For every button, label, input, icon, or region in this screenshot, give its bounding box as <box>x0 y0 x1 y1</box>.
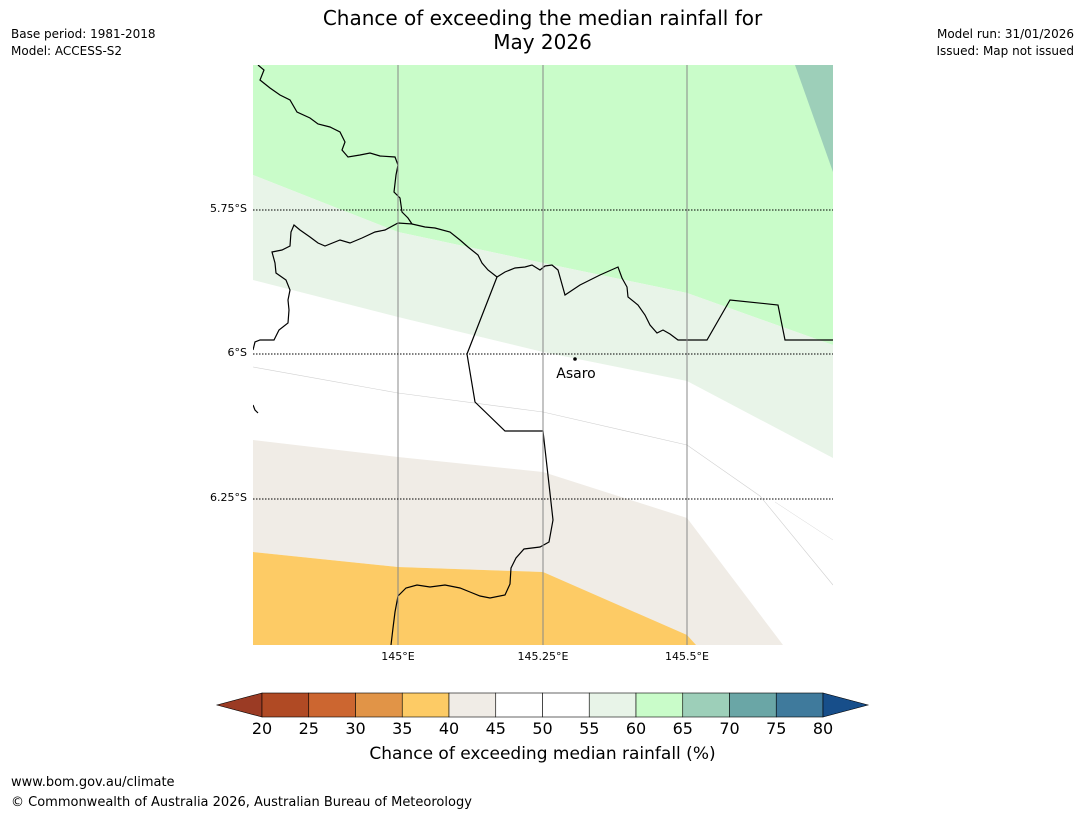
province-border <box>411 223 833 341</box>
lon-label: 145.5°E <box>665 650 709 663</box>
colorbar-segment <box>308 692 356 718</box>
colorbar-tick-label: 65 <box>672 719 693 738</box>
colorbar-segment <box>448 692 497 718</box>
colorbar-tick-label: 50 <box>532 719 553 738</box>
colorbar-segment <box>261 692 310 718</box>
colorbar-tick-label: 60 <box>625 719 647 738</box>
colorbar-segment <box>588 692 637 718</box>
colorbar-segment <box>729 692 777 718</box>
colorbar-tick-label: 35 <box>392 719 413 738</box>
model-run-text: Model run: 31/01/2026 <box>936 27 1074 41</box>
colorbar <box>215 692 870 718</box>
colorbar-label: Chance of exceeding median rainfall (%) <box>369 744 716 764</box>
colorbar-segment <box>635 692 684 718</box>
metadata-right: Model run: 31/01/2026 Issued: Map not is… <box>936 26 1074 60</box>
town-label: Asaro <box>556 366 595 382</box>
colorbar-tick-label: 20 <box>251 719 273 738</box>
coastline-fragment <box>253 404 259 414</box>
map-panel: Asaro <box>253 65 833 645</box>
lat-label: 6°S <box>227 346 247 359</box>
colorbar-segment <box>495 692 543 718</box>
model-text: Model: ACCESS-S2 <box>11 44 123 58</box>
colorbar-tick-label: 80 <box>812 719 834 738</box>
colorbar-extend-high <box>822 692 870 718</box>
colorbar-segment <box>401 692 450 718</box>
map-title-line2: May 2026 <box>493 30 592 54</box>
footer-copyright: © Commonwealth of Australia 2026, Austra… <box>11 795 472 810</box>
footer-url: www.bom.gov.au/climate <box>11 775 175 790</box>
metadata-left: Base period: 1981-2018 Model: ACCESS-S2 <box>11 26 156 60</box>
colorbar-tick-label: 40 <box>438 719 460 738</box>
colorbar-segment <box>542 692 590 718</box>
colorbar-segment <box>682 692 730 718</box>
issued-text: Issued: Map not issued <box>936 44 1074 58</box>
colorbar-extend-low <box>215 692 263 718</box>
lat-label: 6.25°S <box>210 491 247 504</box>
map-title: Chance of exceeding the median rainfall … <box>0 6 1085 54</box>
lat-label: 5.75°S <box>210 202 247 215</box>
colorbar-tick-label: 45 <box>485 719 506 738</box>
colorbar-segment <box>355 692 403 718</box>
colorbar-tick-label: 25 <box>298 719 319 738</box>
colorbar-segment <box>775 692 824 718</box>
province-border <box>253 65 414 351</box>
colorbar-tick-label: 55 <box>579 719 600 738</box>
base-period-text: Base period: 1981-2018 <box>11 27 156 41</box>
region-70-75 <box>795 65 833 172</box>
colorbar-tick-label: 30 <box>345 719 366 738</box>
region-35-40 <box>253 552 696 645</box>
town-marker <box>573 357 577 361</box>
lon-label: 145.25°E <box>517 650 569 663</box>
contour-line <box>774 501 833 541</box>
region-40-45 <box>253 440 783 645</box>
map-title-line1: Chance of exceeding the median rainfall … <box>322 6 763 30</box>
contour-line <box>253 366 833 586</box>
colorbar-tick-label: 75 <box>766 719 787 738</box>
lon-label: 145°E <box>381 650 415 663</box>
colorbar-tick-label: 70 <box>719 719 740 738</box>
